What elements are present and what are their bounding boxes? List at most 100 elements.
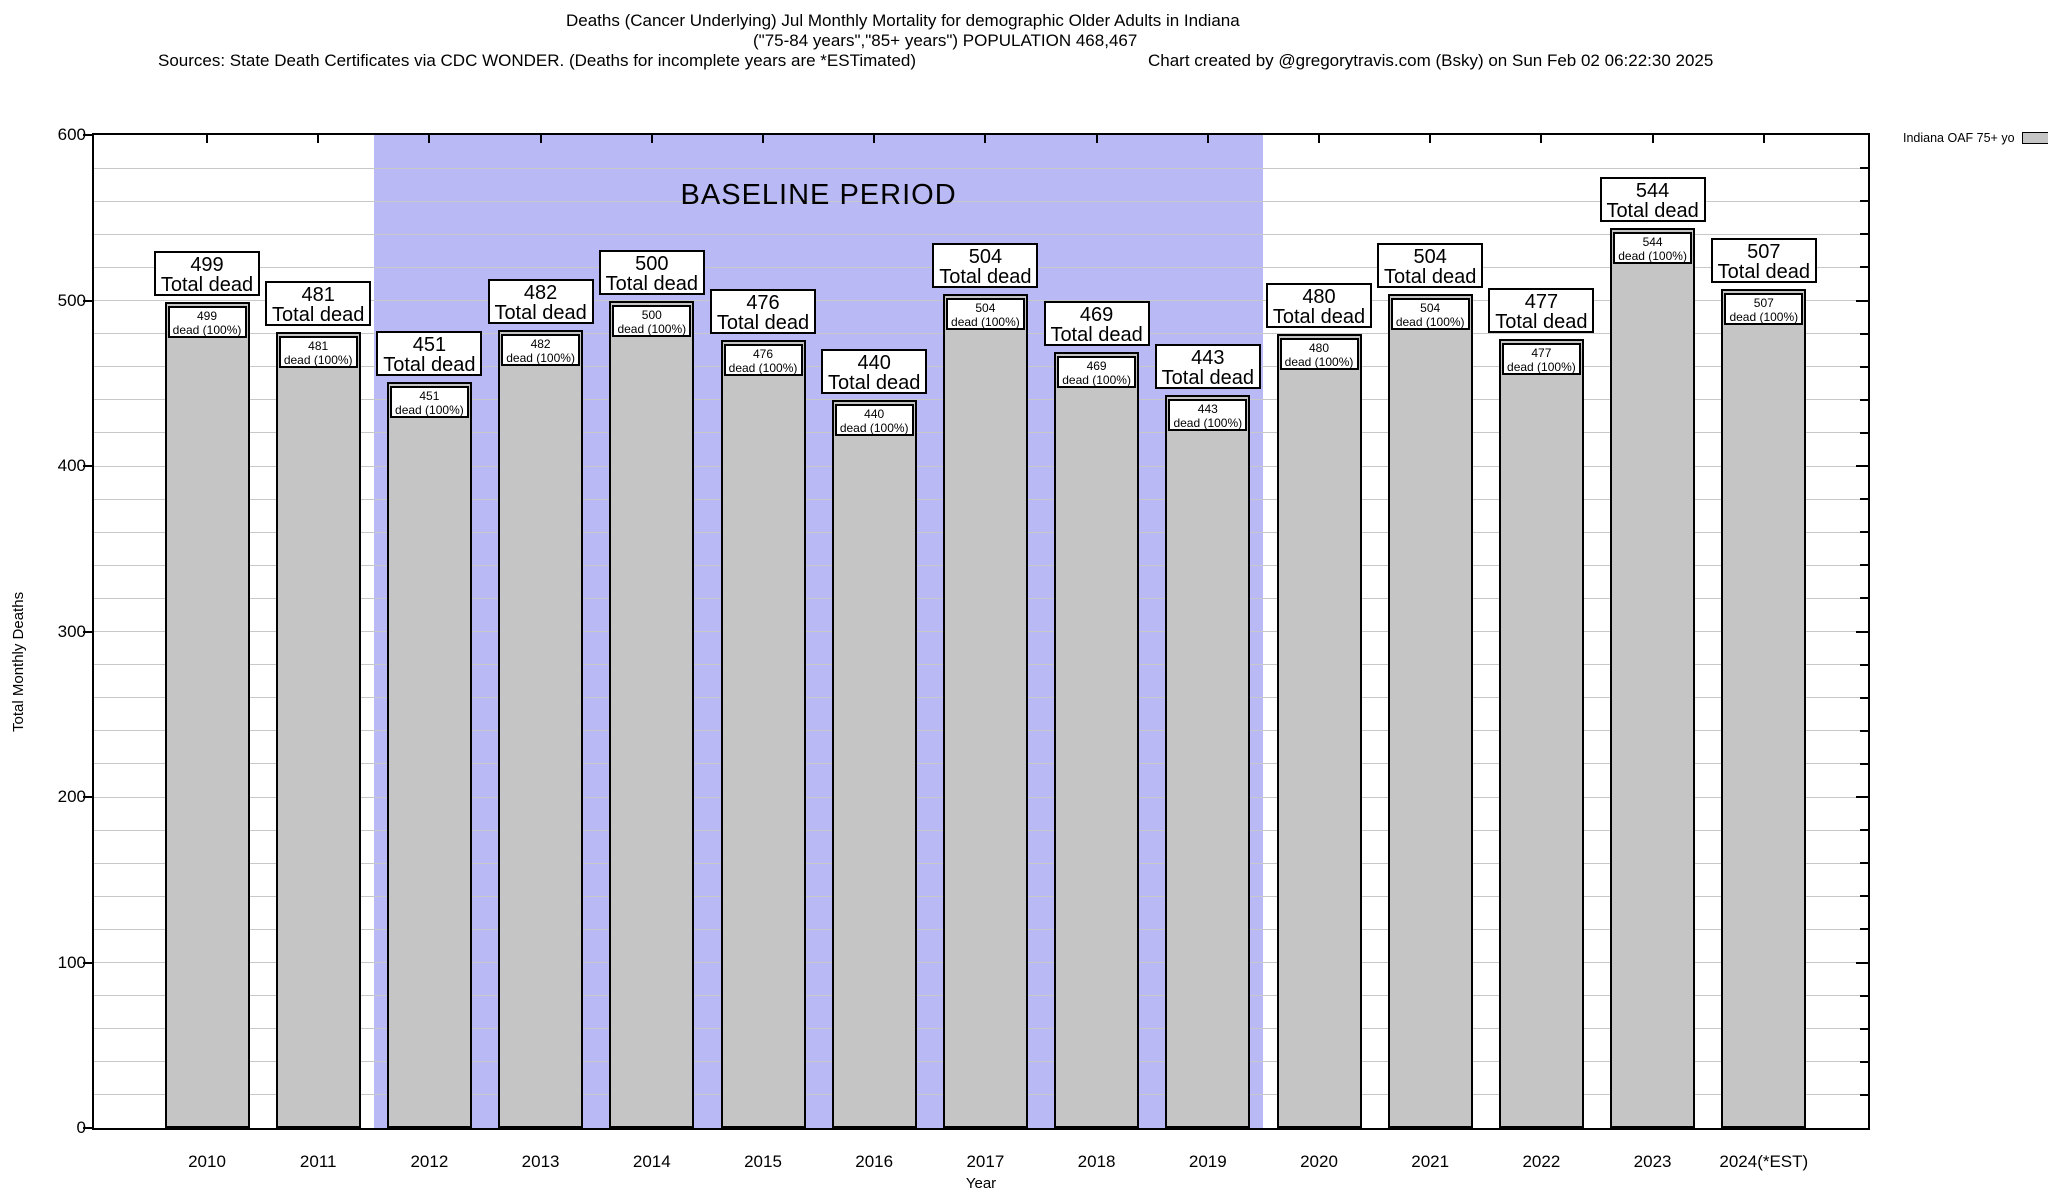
bar-total-value: 504 xyxy=(1413,245,1447,268)
y-minor-tick-right xyxy=(1860,729,1868,732)
bar-inner-caption: dead (100%) xyxy=(839,420,909,435)
bar-total-label: 482 Total dead xyxy=(487,279,594,325)
bar-inner-caption: dead (100%) xyxy=(506,351,575,366)
bar-total-label: 469 Total dead xyxy=(1043,300,1150,346)
x-tick-label: 2014 xyxy=(632,1152,671,1171)
bar-inner-value: 469 xyxy=(1086,358,1107,373)
x-tick-top xyxy=(1540,135,1543,143)
y-minor-tick-right xyxy=(1856,465,1868,467)
bar-total-caption: Total dead xyxy=(494,302,587,325)
x-tick-top xyxy=(1095,135,1098,143)
x-tick-label: 2015 xyxy=(744,1152,782,1171)
bar-inner-label: 481 dead (100%) xyxy=(278,335,358,368)
bar-total-value: 504 xyxy=(968,245,1003,268)
bar-total-label: 504 Total dead xyxy=(1377,242,1484,288)
y-minor-tick-right xyxy=(1860,167,1868,170)
bar xyxy=(1276,333,1362,1128)
bar-inner-value: 504 xyxy=(1420,300,1441,315)
bar-total-caption: Total dead xyxy=(939,265,1032,288)
y-minor-tick-right xyxy=(1860,829,1868,832)
bar-inner-label: 500 dead (100%) xyxy=(612,304,692,337)
bar-total-label: 443 Total dead xyxy=(1154,343,1261,389)
bar-inner-value: 477 xyxy=(1531,345,1552,360)
bar-total-label: 500 Total dead xyxy=(598,249,705,295)
bar-inner-value: 544 xyxy=(1642,234,1663,249)
x-tick-top xyxy=(762,135,764,143)
x-tick-top xyxy=(428,135,431,143)
bar xyxy=(1498,338,1584,1128)
y-minor-tick-right xyxy=(1860,1060,1868,1063)
y-minor-tick-right xyxy=(1860,266,1868,269)
bar-total-caption: Total dead xyxy=(828,371,921,394)
bar-inner-label: 499 dead (100%) xyxy=(167,306,247,339)
bar-total-value: 477 xyxy=(1524,290,1559,313)
y-minor-tick-right xyxy=(1860,564,1868,567)
bar-total-caption: Total dead xyxy=(160,274,254,297)
bar xyxy=(831,399,917,1128)
bar-total-value: 469 xyxy=(1079,303,1114,326)
legend-swatch-icon xyxy=(2021,132,2048,144)
x-tick-top xyxy=(317,135,320,143)
bar xyxy=(1610,227,1696,1128)
bar-total-caption: Total dead xyxy=(1606,199,1699,222)
y-tick-label: 500 xyxy=(57,290,86,310)
x-tick-label: 2020 xyxy=(1300,1152,1338,1171)
baseline-period-label: BASELINE PERIOD xyxy=(680,179,957,211)
bar-total-value: 482 xyxy=(523,282,558,305)
bar xyxy=(386,381,472,1128)
bar-total-caption: Total dead xyxy=(605,272,698,295)
bar-total-value: 500 xyxy=(635,252,669,275)
legend: Indiana OAF 75+ yo xyxy=(1903,131,2048,145)
y-minor-tick-right xyxy=(1856,630,1868,633)
y-tick-label: 300 xyxy=(57,621,86,641)
bar-inner-label: 440 dead (100%) xyxy=(834,403,914,436)
bar-total-caption: Total dead xyxy=(1272,305,1366,328)
y-minor-tick-right xyxy=(1860,1027,1868,1030)
bar-total-value: 507 xyxy=(1747,240,1781,263)
bar-inner-value: 480 xyxy=(1308,340,1330,355)
bar-total-value: 544 xyxy=(1635,179,1670,202)
x-tick-label: 2016 xyxy=(855,1152,894,1171)
bar-inner-label: 504 dead (100%) xyxy=(945,297,1025,330)
bar-inner-caption: dead (100%) xyxy=(1284,354,1354,369)
bar-inner-value: 499 xyxy=(196,309,218,324)
bar xyxy=(1721,288,1807,1128)
y-tick-label: 100 xyxy=(57,952,86,972)
bar-total-caption: Total dead xyxy=(1161,366,1254,389)
bar-total-value: 480 xyxy=(1302,285,1336,308)
y-minor-tick-right xyxy=(1860,531,1868,534)
bar-total-caption: Total dead xyxy=(1717,260,1810,283)
bar-inner-caption: dead (100%) xyxy=(395,402,464,417)
y-tick-label: 400 xyxy=(57,456,86,475)
bar-total-label: 499 Total dead xyxy=(154,251,260,297)
bar-inner-value: 451 xyxy=(419,388,440,403)
bar xyxy=(609,300,695,1128)
bar-inner-label: 480 dead (100%) xyxy=(1279,337,1359,370)
x-tick-label: 2019 xyxy=(1188,1152,1227,1171)
bar xyxy=(1054,351,1140,1128)
bar-total-value: 481 xyxy=(301,283,335,306)
bar-inner-caption: dead (100%) xyxy=(1395,314,1465,329)
bar-total-value: 499 xyxy=(190,254,224,277)
bar xyxy=(942,293,1028,1128)
gridline xyxy=(94,167,1868,169)
y-minor-tick-right xyxy=(1860,663,1868,666)
bar-total-label: 476 Total dead xyxy=(710,289,816,335)
bar-total-value: 443 xyxy=(1191,346,1225,369)
x-tick-label: 2023 xyxy=(1633,1152,1672,1171)
bar xyxy=(164,302,250,1128)
x-tick-label: 2010 xyxy=(188,1152,226,1171)
bar-total-label: 504 Total dead xyxy=(932,242,1039,288)
y-minor-tick-right xyxy=(1860,332,1868,335)
y-axis-title: Total Monthly Deaths xyxy=(10,591,27,732)
bar-total-value: 440 xyxy=(857,351,891,374)
x-tick-label: 2013 xyxy=(521,1152,560,1171)
chart-title-line2: ("75-84 years","85+ years") POPULATION 4… xyxy=(753,31,1138,50)
bar-inner-label: 507 dead (100%) xyxy=(1724,292,1804,325)
y-minor-tick-right xyxy=(1860,431,1868,434)
bar-inner-value: 481 xyxy=(308,338,329,353)
x-tick-top xyxy=(1429,135,1432,143)
bar-inner-value: 504 xyxy=(975,300,996,315)
bar-inner-value: 500 xyxy=(641,307,662,322)
y-minor-tick-right xyxy=(1860,597,1868,600)
